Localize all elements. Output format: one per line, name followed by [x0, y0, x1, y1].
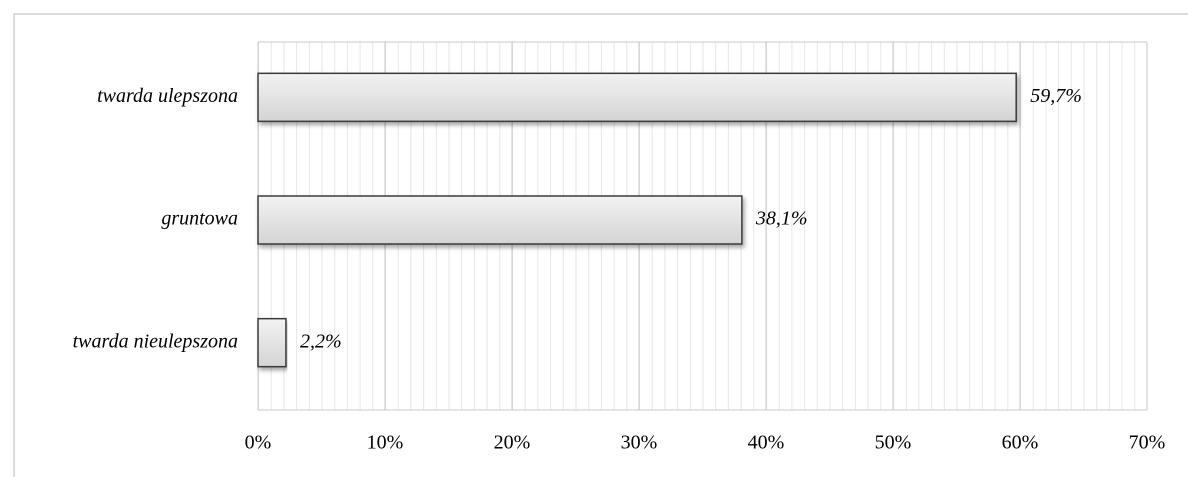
data-label: 38,1% [755, 208, 808, 230]
bar [257, 195, 743, 245]
bar [257, 72, 1017, 123]
y-tick-label: twarda nieulepszona [73, 330, 238, 352]
x-tick-label: 0% [245, 432, 272, 454]
x-tick-label: 10% [367, 432, 404, 454]
y-tick-label: gruntowa [161, 208, 238, 230]
x-tick-label: 70% [1129, 432, 1166, 454]
y-tick-label: twarda ulepszona [97, 85, 238, 107]
x-tick-label: 60% [1002, 432, 1039, 454]
x-tick-label: 30% [621, 432, 658, 454]
data-label: 2,2% [300, 330, 342, 352]
bar [257, 317, 287, 368]
x-tick-label: 20% [494, 432, 531, 454]
x-tick-label: 40% [748, 432, 785, 454]
frame [13, 13, 1188, 477]
x-tick-label: 50% [875, 432, 912, 454]
data-label: 59,7% [1030, 85, 1082, 107]
